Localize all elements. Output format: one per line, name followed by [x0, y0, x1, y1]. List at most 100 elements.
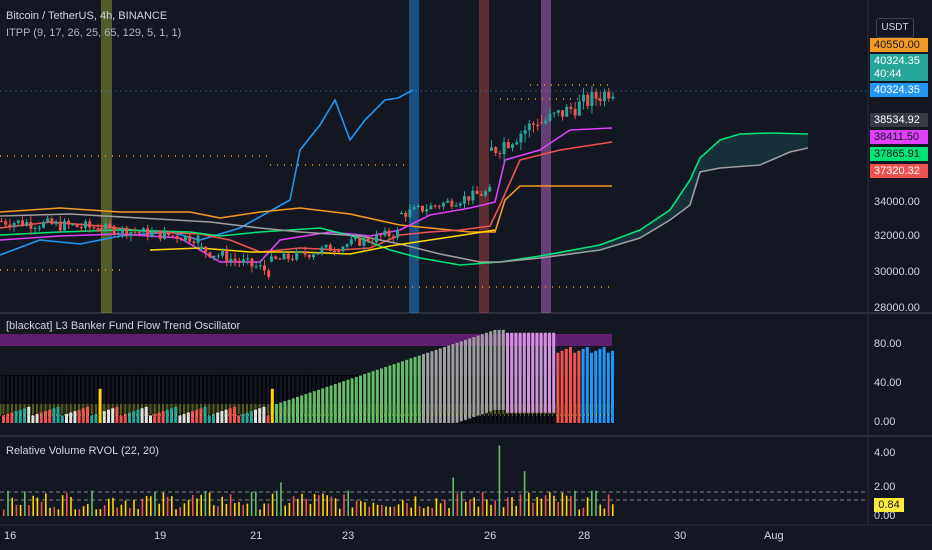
rvol-bar: [372, 502, 375, 516]
osc-bar: [611, 350, 614, 423]
candle-body: [590, 92, 594, 106]
rvol-bar: [166, 496, 169, 516]
osc-bar: [144, 406, 148, 423]
osc-bar: [23, 408, 26, 423]
rvol-bar: [103, 505, 106, 516]
rvol-bar: [95, 509, 97, 516]
osc-bar: [535, 332, 539, 413]
rvol-bar: [61, 495, 64, 516]
rvol-bar: [40, 501, 43, 516]
span-a-line: [0, 132, 809, 266]
osc-bar: [426, 352, 430, 423]
osc-bar: [212, 413, 215, 423]
price-tick: 32000.00: [874, 230, 920, 242]
osc-bar: [459, 341, 463, 422]
osc-bar: [552, 332, 556, 413]
candle-body: [416, 205, 420, 208]
rvol-bar: [376, 504, 379, 516]
rvol-bar: [158, 503, 160, 516]
osc-bar: [472, 337, 476, 418]
candle-body: [484, 191, 487, 196]
candle-body: [396, 230, 399, 238]
candle-body: [163, 231, 166, 239]
rvol-bar: [334, 498, 337, 516]
candle-body: [150, 231, 154, 237]
candle-body: [433, 205, 437, 207]
rvol-bar: [360, 501, 362, 516]
osc-bar: [161, 411, 165, 423]
candle-body: [67, 220, 71, 225]
rvol-bar: [444, 499, 446, 516]
osc-bar: [39, 412, 43, 423]
rvol-bar: [246, 503, 249, 516]
osc-bar: [564, 348, 568, 423]
price-tag: 38534.92: [870, 113, 928, 127]
osc-bar: [476, 335, 480, 416]
osc-bar: [245, 412, 249, 423]
osc-bar: [380, 368, 383, 423]
osc-bar: [367, 372, 371, 423]
price-tick: 30000.00: [874, 266, 920, 278]
osc-bar: [321, 388, 325, 423]
osc-bar: [506, 332, 509, 413]
candle-body: [536, 124, 540, 127]
candle-body: [233, 258, 237, 261]
osc-bar: [224, 409, 228, 423]
candle-body: [125, 227, 129, 237]
rvol-bar: [343, 494, 345, 516]
candle-body: [278, 258, 282, 260]
candle-body: [121, 227, 124, 233]
candle-body: [349, 239, 353, 245]
osc-bar: [510, 332, 514, 413]
osc-bar: [52, 408, 56, 423]
osc-bar: [396, 362, 400, 423]
rvol-bar: [456, 493, 459, 516]
candle-body: [8, 224, 12, 227]
osc-bar: [287, 399, 291, 423]
candle-body: [299, 251, 303, 253]
candle-body: [158, 230, 162, 239]
osc-bar: [94, 413, 98, 423]
rvol-bar: [402, 500, 404, 516]
candle-body: [316, 252, 320, 255]
candle-body: [274, 256, 278, 259]
osc-bar: [317, 389, 320, 423]
candle-body: [246, 258, 250, 260]
time-tick: 16: [4, 530, 17, 542]
candle-body: [254, 266, 258, 268]
osc-bar: [81, 408, 85, 423]
rvol-bar: [549, 492, 551, 516]
candle-body: [345, 244, 349, 247]
candle-body: [527, 123, 531, 131]
osc-bar: [279, 402, 283, 423]
rvol-bar: [32, 495, 34, 516]
rvol-bar: [603, 508, 606, 516]
rvol-bar: [82, 506, 85, 516]
rvol-bar: [586, 497, 589, 516]
candle-body: [154, 230, 158, 232]
rvol-bar: [528, 492, 530, 516]
osc-bar: [149, 415, 152, 423]
osc-bar: [447, 345, 451, 423]
candle-body: [167, 231, 171, 236]
price-tag: 40550.00: [870, 38, 928, 52]
baseline-line: [0, 185, 612, 233]
candle-body: [79, 227, 83, 229]
osc-bar: [10, 412, 14, 423]
osc-bar: [69, 412, 73, 423]
osc-bar: [333, 384, 337, 423]
osc-bar: [468, 338, 472, 419]
candle-body: [362, 237, 366, 246]
candle-body: [258, 265, 262, 267]
candle-body: [192, 241, 196, 244]
candle-body: [446, 200, 450, 203]
candle-body: [263, 265, 266, 271]
currency-button[interactable]: USDT: [876, 18, 914, 38]
candle-body: [556, 110, 560, 113]
rvol-bar: [204, 491, 207, 516]
osc-bar: [262, 406, 266, 423]
candle-body: [175, 235, 179, 239]
candle-body: [494, 147, 498, 153]
candle-body: [544, 120, 548, 124]
